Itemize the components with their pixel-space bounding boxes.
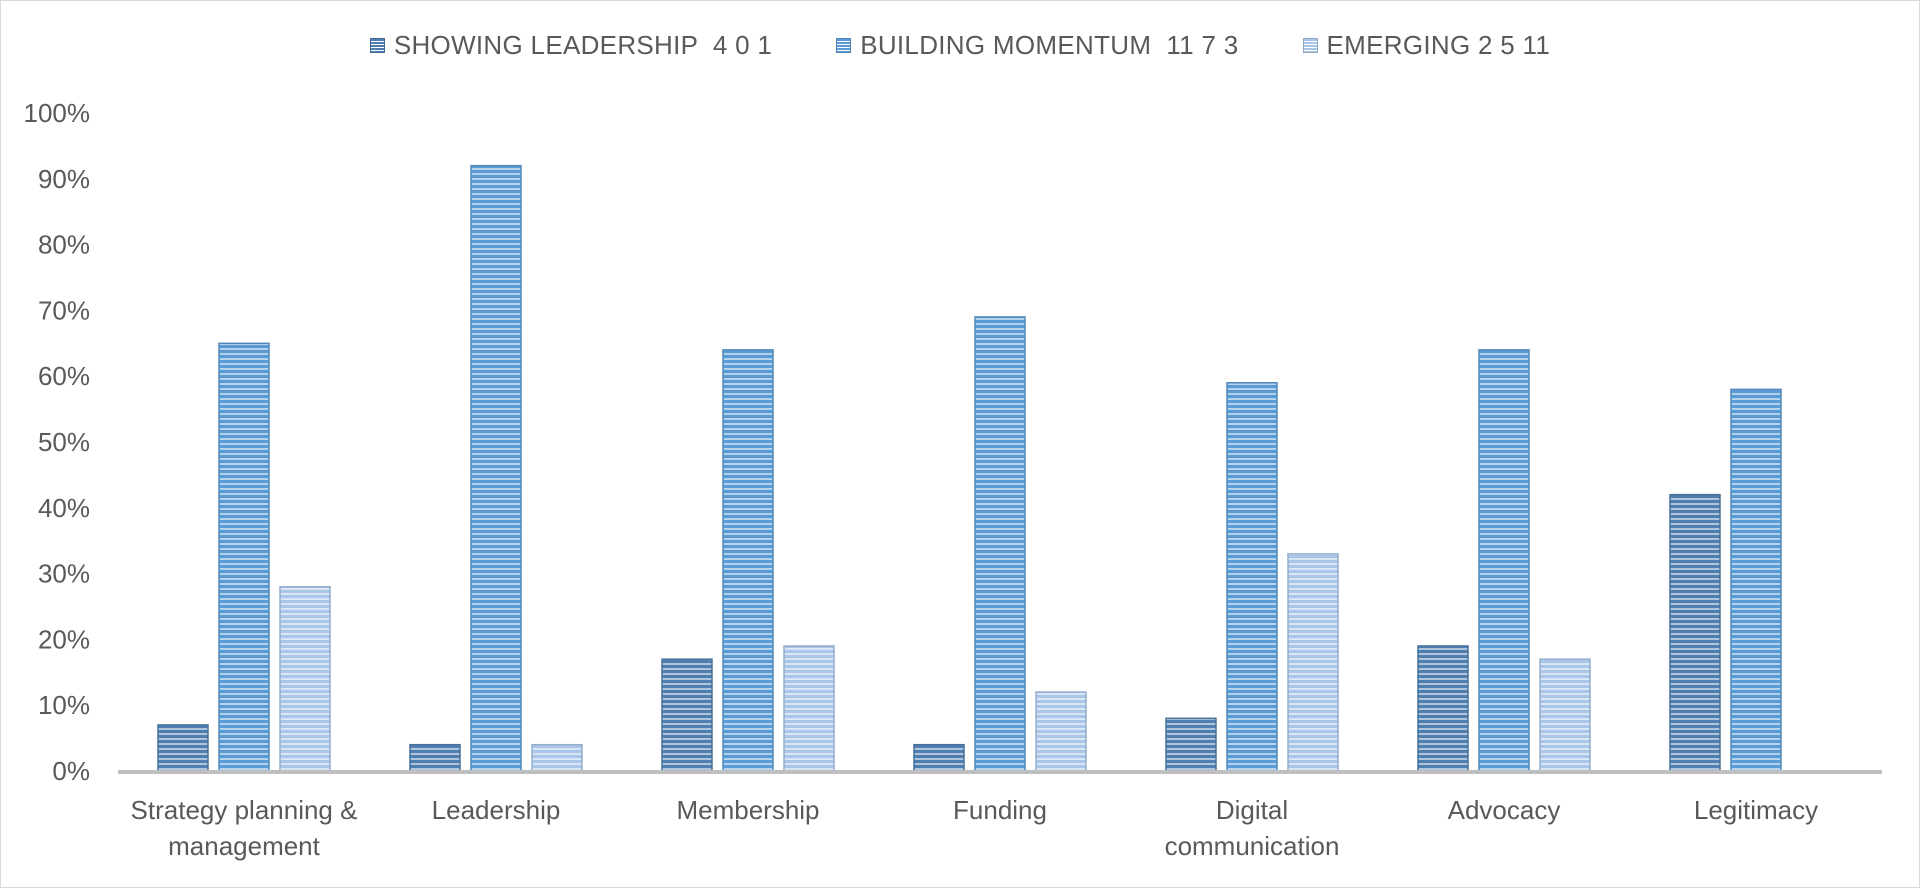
bar-2-2 (783, 645, 835, 772)
bar-0-3 (913, 743, 965, 772)
x-tick-label: Digital (1216, 795, 1288, 825)
bar-0-2 (661, 658, 713, 772)
x-tick-label: Strategy planning & (131, 795, 358, 825)
legend-label-emerging: EMERGING 2 5 11 (1326, 30, 1551, 60)
legend-swatch-building-momentum (836, 38, 852, 53)
y-tick-label: 80% (38, 230, 90, 260)
x-tick-label: Membership (676, 795, 819, 825)
x-tick-label: Legitimacy (1694, 795, 1818, 825)
y-tick-label: 0% (52, 756, 90, 786)
bar-1-4 (1226, 382, 1278, 772)
bar-1-0 (218, 342, 270, 772)
y-axis: 0% 10% 20% 30% 40% 50% 60% 70% 80% 90% 100% (24, 98, 91, 786)
bar-1-5 (1478, 349, 1530, 772)
y-tick-label: 90% (38, 164, 90, 194)
legend-item-showing-leadership: SHOWING LEADERSHIP 4 0 1 (369, 30, 773, 61)
bar-0-4 (1165, 717, 1217, 772)
x-tick-label: communication (1165, 831, 1340, 861)
bar-0-0 (157, 724, 209, 772)
bar-0-5 (1417, 645, 1469, 772)
bar-1-3 (974, 316, 1026, 772)
legend-label-showing-leadership: SHOWING LEADERSHIP 4 0 1 (393, 30, 773, 60)
bar-0-1 (409, 743, 461, 772)
legend-item-building-momentum: BUILDING MOMENTUM 11 7 3 (836, 30, 1238, 61)
y-tick-label: 60% (38, 361, 90, 391)
legend-swatch-emerging (1302, 38, 1318, 53)
legend-label-building-momentum: BUILDING MOMENTUM 11 7 3 (860, 30, 1239, 60)
bar-2-3 (1035, 691, 1087, 772)
bar-1-1 (470, 164, 522, 772)
y-tick-label: 10% (38, 690, 90, 720)
y-tick-label: 70% (38, 295, 90, 325)
bar-2-4 (1287, 553, 1339, 772)
x-axis: Strategy planning & management Leadership M… (131, 795, 1819, 861)
legend: SHOWING LEADERSHIP 4 0 1 BUILDING MOMENT… (0, 30, 1920, 61)
bars (157, 164, 1782, 772)
y-tick-label: 100% (24, 98, 91, 128)
y-tick-label: 20% (38, 624, 90, 654)
bar-1-6 (1730, 388, 1782, 772)
legend-swatch-showing-leadership (369, 38, 385, 53)
x-tick-label: Leadership (432, 795, 561, 825)
y-tick-label: 50% (38, 427, 90, 457)
bar-2-0 (279, 586, 331, 772)
x-tick-label: Advocacy (1448, 795, 1561, 825)
x-tick-label: Funding (953, 795, 1047, 825)
bar-2-1 (531, 743, 583, 772)
x-tick-label: management (168, 831, 321, 861)
bar-1-2 (722, 349, 774, 772)
y-tick-label: 30% (38, 559, 90, 589)
y-tick-label: 40% (38, 493, 90, 523)
legend-item-emerging: EMERGING 2 5 11 (1302, 30, 1551, 61)
bar-0-6 (1669, 493, 1721, 772)
bar-2-5 (1539, 658, 1591, 772)
